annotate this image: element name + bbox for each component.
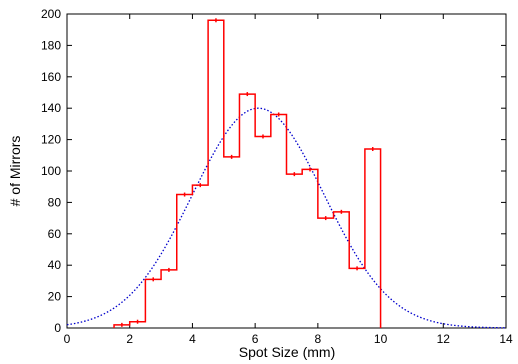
x-tick-label: 8 [315, 332, 322, 346]
series-layer [66, 18, 507, 329]
y-tick-label: 80 [48, 195, 62, 209]
y-tick-label: 0 [54, 321, 61, 335]
y-tick-label: 200 [41, 7, 61, 21]
x-axis-ticks: 0 2 4 6 8 10 12 14 [64, 14, 513, 346]
x-tick-label: 6 [252, 332, 259, 346]
y-tick-label: 40 [48, 258, 62, 272]
y-tick-label: 60 [48, 227, 62, 241]
y-tick-label: 180 [41, 38, 61, 52]
x-tick-label: 14 [499, 332, 513, 346]
x-tick-label: 2 [126, 332, 133, 346]
y-axis-ticks: 0 20 40 60 80 100 120 140 160 180 200 [41, 7, 506, 335]
x-tick-label: 0 [64, 332, 71, 346]
histogram-outline [113, 19, 382, 328]
y-tick-label: 20 [48, 290, 62, 304]
y-tick-label: 160 [41, 70, 61, 84]
x-tick-label: 10 [374, 332, 388, 346]
y-tick-label: 100 [41, 164, 61, 178]
x-tick-label: 12 [437, 332, 451, 346]
x-axis-label: Spot Size (mm) [239, 344, 335, 360]
y-tick-label: 120 [41, 133, 61, 147]
x-tick-label: 4 [189, 332, 196, 346]
y-axis-label: # of Mirrors [7, 136, 23, 207]
y-tick-label: 140 [41, 101, 61, 115]
